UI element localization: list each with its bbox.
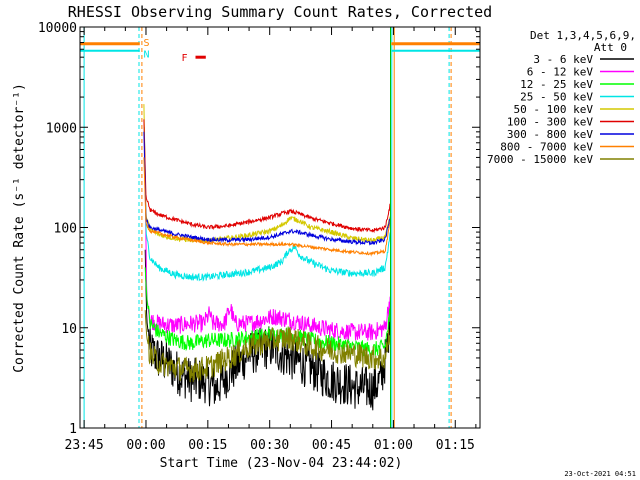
x-tick-label-3: 00:15	[188, 438, 227, 453]
series-layer	[143, 104, 391, 411]
y-tick-label-1: 1	[69, 422, 77, 437]
legend-label-5: 50 - 100 keV	[514, 103, 594, 116]
x-tick-label-5: 00:45	[312, 438, 351, 453]
legend-header-line-2: Att 0	[594, 41, 627, 54]
axis-layer: 23:45 00:00 00:15 00:30 00:45 01:00 01:15 1 10 10…	[38, 21, 480, 453]
x-axis-label: Start Time (23-Nov-04 23:44:02)	[160, 456, 403, 471]
y-tick-label-4: 1000	[46, 121, 77, 136]
legend-label-2: 6 - 12 keV	[527, 66, 594, 79]
legend-label-3: 12 - 25 keV	[520, 78, 593, 91]
chart-title: RHESSI Observing Summary Count Rates, Co…	[68, 3, 492, 21]
y-tick-label-5: 10000	[38, 21, 77, 36]
y-tick-label-2: 10	[61, 322, 77, 337]
legend-label-9: 7000 - 15000 keV	[487, 153, 593, 166]
y-tick-label-3: 100	[54, 222, 77, 237]
x-tick-label-1: 23:45	[65, 438, 104, 453]
timestamp: 23-Oct-2021 04:51	[564, 470, 636, 478]
x-tick-label-7: 01:15	[436, 438, 475, 453]
legend-label-4: 25 - 50 keV	[520, 91, 593, 104]
series-line-2	[144, 179, 391, 342]
marker-f-label: F	[182, 53, 188, 64]
series-line-9	[144, 310, 391, 383]
marker-n-label: N	[144, 50, 150, 61]
marker-s-label: S	[144, 38, 150, 49]
series-line-4	[143, 127, 391, 282]
series-line-8	[143, 157, 391, 257]
y-axis-label: Corrected Count Rate (s⁻¹ detector⁻¹)	[12, 83, 27, 373]
legend-label-1: 3 - 6 keV	[533, 53, 593, 66]
legend-label-7: 300 - 800 keV	[507, 128, 593, 141]
series-line-6	[143, 119, 391, 234]
x-tick-label-6: 01:00	[374, 438, 413, 453]
legend-label-6: 100 - 300 keV	[507, 116, 593, 129]
x-tick-label-2: 00:00	[126, 438, 165, 453]
x-tick-label-4: 00:30	[250, 438, 289, 453]
legend-label-8: 800 - 7000 keV	[500, 141, 593, 154]
legend-header-line-1: Det 1,3,4,5,6,9,	[530, 29, 636, 42]
